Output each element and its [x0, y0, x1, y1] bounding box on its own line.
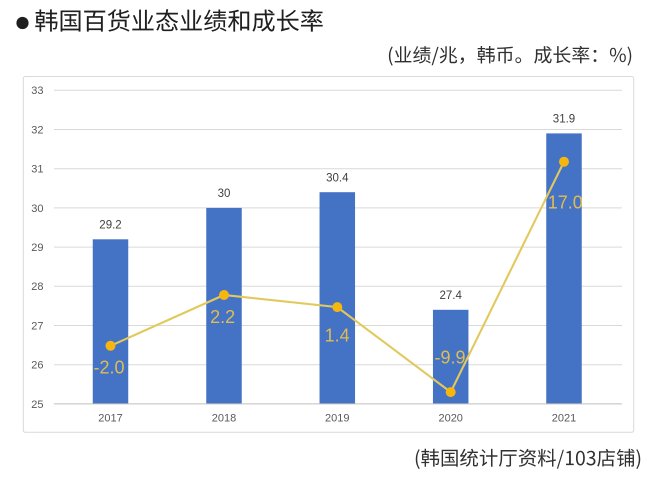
svg-text:28: 28: [31, 281, 43, 293]
svg-text:2018: 2018: [212, 413, 236, 425]
svg-text:30.4: 30.4: [326, 172, 349, 184]
svg-text:32: 32: [31, 124, 43, 136]
svg-text:27.4: 27.4: [440, 290, 463, 302]
svg-text:30: 30: [218, 188, 231, 200]
svg-text:2.2: 2.2: [210, 307, 235, 327]
svg-text:2019: 2019: [325, 413, 349, 425]
svg-text:29.2: 29.2: [99, 220, 121, 232]
svg-text:25: 25: [31, 399, 43, 411]
svg-text:30: 30: [31, 203, 43, 215]
svg-text:17.0: 17.0: [548, 193, 583, 213]
svg-text:29: 29: [31, 242, 43, 254]
svg-text:33: 33: [31, 85, 43, 97]
svg-text:1.4: 1.4: [325, 326, 350, 346]
svg-text:-9.9: -9.9: [434, 348, 465, 368]
svg-text:26: 26: [31, 360, 43, 372]
svg-text:2020: 2020: [438, 413, 462, 425]
svg-text:2021: 2021: [552, 413, 576, 425]
svg-text:-2.0: -2.0: [93, 358, 124, 378]
svg-text:2017: 2017: [98, 413, 122, 425]
svg-text:27: 27: [31, 320, 43, 332]
svg-text:31: 31: [31, 164, 43, 176]
svg-text:31.9: 31.9: [553, 114, 575, 126]
